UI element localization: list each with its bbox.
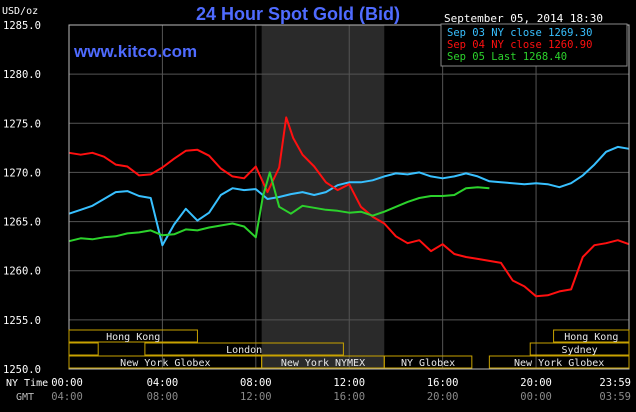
market-session-box: [383, 355, 473, 369]
legend-item-sep05: Sep 05 Last 1268.40: [447, 51, 567, 63]
y-axis-label: USD/oz: [2, 6, 38, 17]
market-session-label: NY Globex: [401, 358, 455, 369]
y-tick-label: 1280.0: [3, 69, 41, 81]
series-lines: [68, 116, 630, 298]
x-tick-label-ny: 08:00: [240, 377, 272, 389]
market-session-box: [553, 329, 630, 343]
market-session-box: [529, 342, 630, 356]
x-tick-label-ny: 04:00: [147, 377, 179, 389]
timestamp-text: September 05, 2014 18:30: [444, 12, 603, 25]
x-axis-ticks: 00:00 04:00 08:00 12:00 16:00 20:00 23:59 04:00…: [51, 377, 631, 403]
market-session-label: Sydney: [562, 345, 598, 356]
x-tick-label-gmt: 20:00: [427, 391, 459, 403]
legend-box: [440, 23, 628, 67]
x-tick-label-ny: 20:00: [520, 377, 552, 389]
legend-item-sep04: Sep 04 NY close 1260.90: [447, 39, 592, 51]
x-tick-label-ny: 23:59: [599, 377, 631, 389]
series-line-0: [68, 145, 630, 247]
y-tick-label: 1275.0: [3, 118, 41, 130]
y-axis-ticks: 1285.0 1280.0 1275.0 1270.0 1265.0 1260.0 1255…: [3, 20, 41, 376]
legend: Sep 03 NY close 1269.30 Sep 04 NY close …: [440, 23, 628, 67]
market-session-label: New York Globex: [120, 358, 210, 369]
market-session-box: [68, 329, 198, 343]
market-session-box: [68, 342, 99, 356]
x-tick-label-gmt: 03:59: [599, 391, 631, 403]
y-tick-label: 1250.0: [3, 364, 41, 376]
y-tick-label: 1270.0: [3, 167, 41, 179]
x-tick-label-gmt: 04:00: [51, 391, 83, 403]
watermark-text: www.kitco.com: [73, 42, 197, 61]
y-tick-label: 1255.0: [3, 315, 41, 327]
chart-title: 24 Hour Spot Gold (Bid): [196, 4, 400, 24]
market-session-label: Hong Kong: [106, 332, 160, 343]
series-line-1: [68, 116, 630, 298]
x-tick-label-ny: 00:00: [51, 377, 83, 389]
y-tick-label: 1260.0: [3, 266, 41, 278]
x-tick-label-gmt: 12:00: [240, 391, 272, 403]
x-tick-label-gmt: 00:00: [520, 391, 552, 403]
x-tick-label-ny: 16:00: [427, 377, 459, 389]
gmt-row-label: GMT: [16, 392, 34, 403]
market-sessions: Hong Kong Hong Kong London Sydney New York G…: [68, 329, 630, 369]
market-session-label: New York Globex: [514, 358, 604, 369]
plot-border: [68, 24, 630, 370]
market-session-box: [144, 342, 344, 356]
legend-item-sep03: Sep 03 NY close 1269.30: [447, 27, 592, 39]
x-tick-label-gmt: 16:00: [333, 391, 365, 403]
market-session-label: New York NYMEX: [281, 358, 365, 369]
x-tick-label-gmt: 08:00: [147, 391, 179, 403]
x-tick-label-ny: 12:00: [333, 377, 365, 389]
market-session-box: [488, 355, 630, 369]
y-tick-label: 1285.0: [3, 20, 41, 32]
market-session-label: Hong Kong: [564, 332, 618, 343]
market-session-label: London: [226, 345, 262, 356]
series-line-2: [68, 171, 490, 243]
ny-time-row-label: NY Time: [6, 378, 48, 389]
y-tick-label: 1265.0: [3, 217, 41, 229]
